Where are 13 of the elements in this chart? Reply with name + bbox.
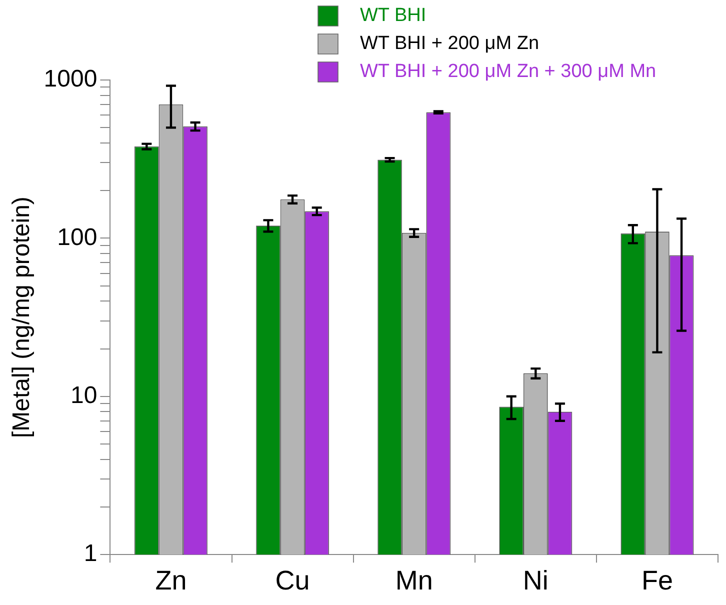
legend-label: WT BHI [360, 5, 426, 26]
legend-label: WT BHI + 200 μM Zn [360, 33, 540, 54]
y-tick-label: 10 [70, 382, 98, 410]
x-tick-label: Ni [522, 565, 548, 596]
y-tick-label: 1000 [44, 66, 98, 93]
y-tick-label: 1 [84, 540, 98, 568]
x-tick-label: Fe [641, 565, 673, 596]
legend-label: WT BHI + 200 μM Zn + 300 μM Mn [360, 61, 656, 82]
x-tick-label: Zn [155, 565, 187, 596]
y-axis-title: [Metal] (ng/mg protein) [8, 196, 36, 438]
x-tick-label: Cu [275, 565, 310, 596]
x-tick-label: Mn [395, 565, 433, 596]
y-tick-label: 100 [57, 224, 98, 251]
